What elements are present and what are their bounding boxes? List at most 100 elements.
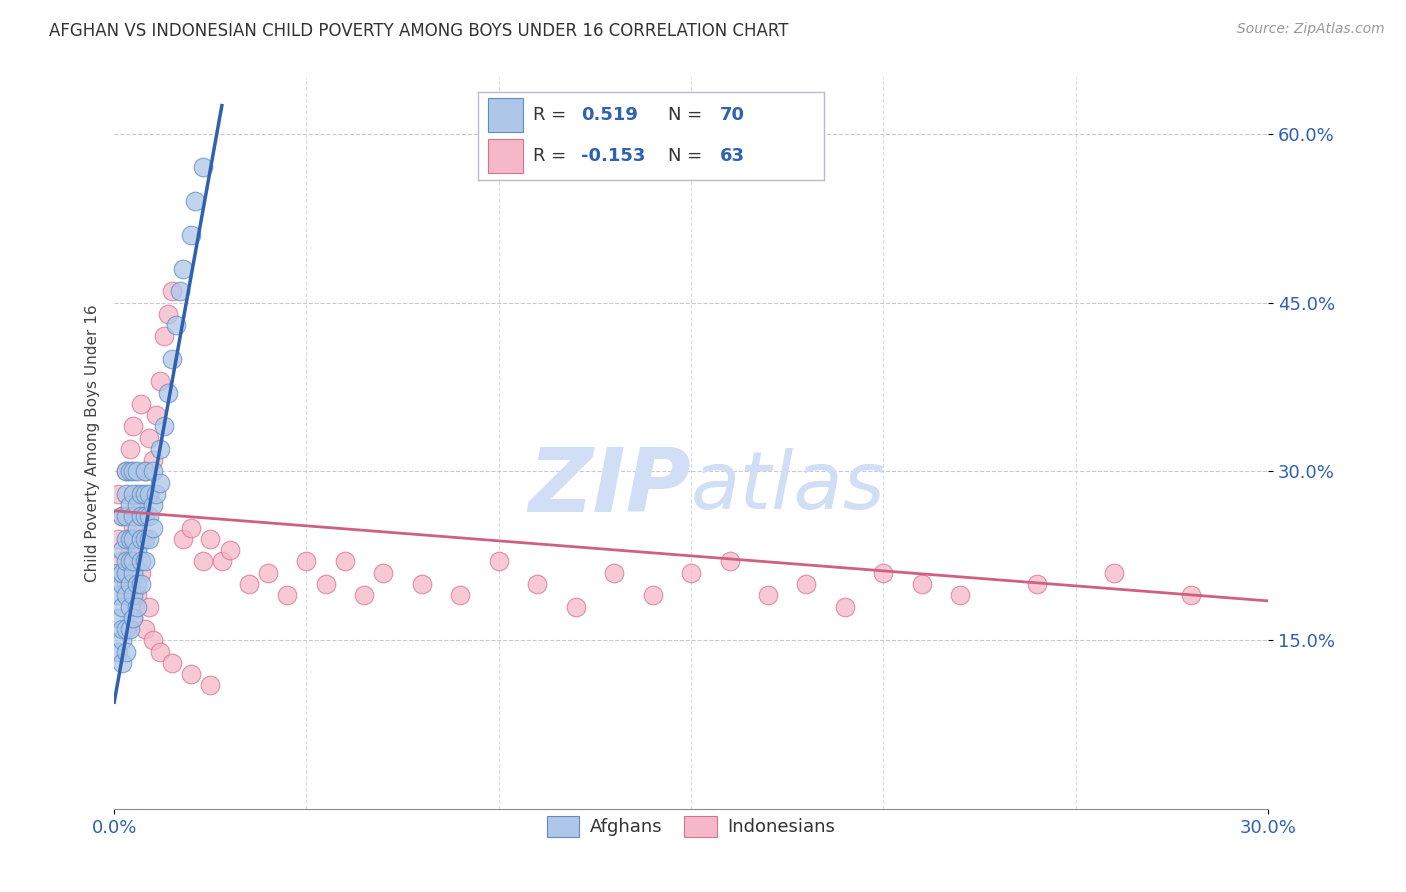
Point xyxy=(114,577,136,591)
Point xyxy=(118,554,141,568)
Point xyxy=(129,554,152,568)
Point xyxy=(411,577,433,591)
Point xyxy=(138,509,160,524)
Point xyxy=(127,577,149,591)
Point xyxy=(238,577,260,591)
Point xyxy=(118,465,141,479)
Point xyxy=(111,509,134,524)
Point xyxy=(107,487,129,501)
Point xyxy=(122,509,145,524)
Point xyxy=(160,351,183,366)
Point xyxy=(129,509,152,524)
Point xyxy=(111,566,134,580)
Text: Source: ZipAtlas.com: Source: ZipAtlas.com xyxy=(1237,22,1385,37)
Point xyxy=(114,622,136,636)
Point xyxy=(122,419,145,434)
Point xyxy=(122,487,145,501)
Point xyxy=(142,521,165,535)
Point xyxy=(211,554,233,568)
Point xyxy=(118,577,141,591)
Point xyxy=(111,577,134,591)
Point xyxy=(129,532,152,546)
Point xyxy=(114,554,136,568)
Point xyxy=(114,644,136,658)
Point xyxy=(118,599,141,614)
Point xyxy=(165,318,187,332)
Point xyxy=(134,554,156,568)
Point xyxy=(138,532,160,546)
Point xyxy=(122,611,145,625)
Text: ZIP: ZIP xyxy=(529,443,692,531)
Point xyxy=(191,161,214,175)
Point xyxy=(122,566,145,580)
Point xyxy=(122,554,145,568)
Point xyxy=(796,577,818,591)
Point xyxy=(111,622,134,636)
Point xyxy=(114,465,136,479)
Point xyxy=(107,588,129,602)
Point xyxy=(127,498,149,512)
Point xyxy=(107,644,129,658)
Point xyxy=(564,599,586,614)
Point xyxy=(107,611,129,625)
Y-axis label: Child Poverty Among Boys Under 16: Child Poverty Among Boys Under 16 xyxy=(86,304,100,582)
Point xyxy=(114,566,136,580)
Point xyxy=(129,577,152,591)
Point xyxy=(111,599,134,614)
Point xyxy=(118,622,141,636)
Point xyxy=(295,554,318,568)
Point xyxy=(200,678,222,692)
Point xyxy=(129,498,152,512)
Point xyxy=(257,566,280,580)
Point xyxy=(127,521,149,535)
Point xyxy=(1180,588,1202,602)
Point xyxy=(872,566,894,580)
Point xyxy=(718,554,741,568)
Point xyxy=(756,588,779,602)
Point xyxy=(353,588,375,602)
Point xyxy=(373,566,395,580)
Point xyxy=(122,465,145,479)
Point xyxy=(191,554,214,568)
Point xyxy=(114,465,136,479)
Point xyxy=(122,611,145,625)
Point xyxy=(157,385,180,400)
Text: atlas: atlas xyxy=(692,448,886,526)
Text: AFGHAN VS INDONESIAN CHILD POVERTY AMONG BOYS UNDER 16 CORRELATION CHART: AFGHAN VS INDONESIAN CHILD POVERTY AMONG… xyxy=(49,22,789,40)
Point xyxy=(142,465,165,479)
Point xyxy=(114,588,136,602)
Point xyxy=(149,375,172,389)
Point xyxy=(142,453,165,467)
Point xyxy=(160,285,183,299)
Point xyxy=(333,554,356,568)
Point xyxy=(134,532,156,546)
Point xyxy=(949,588,972,602)
Point xyxy=(172,532,194,546)
Point xyxy=(107,566,129,580)
Point xyxy=(180,227,202,242)
Point xyxy=(142,498,165,512)
Point xyxy=(107,532,129,546)
Point xyxy=(118,498,141,512)
Legend: Afghans, Indonesians: Afghans, Indonesians xyxy=(540,809,842,844)
Point xyxy=(127,487,149,501)
Point xyxy=(111,543,134,558)
Point xyxy=(142,633,165,648)
Point xyxy=(122,521,145,535)
Point xyxy=(118,442,141,456)
Point xyxy=(172,261,194,276)
Point xyxy=(145,408,167,422)
Point xyxy=(180,521,202,535)
Point xyxy=(641,588,664,602)
Point xyxy=(134,509,156,524)
Point xyxy=(114,532,136,546)
Point xyxy=(681,566,703,580)
Point xyxy=(129,487,152,501)
Point xyxy=(1026,577,1049,591)
Point xyxy=(127,588,149,602)
Point xyxy=(111,509,134,524)
Point xyxy=(449,588,471,602)
Point xyxy=(149,442,172,456)
Point xyxy=(138,599,160,614)
Point xyxy=(184,194,207,209)
